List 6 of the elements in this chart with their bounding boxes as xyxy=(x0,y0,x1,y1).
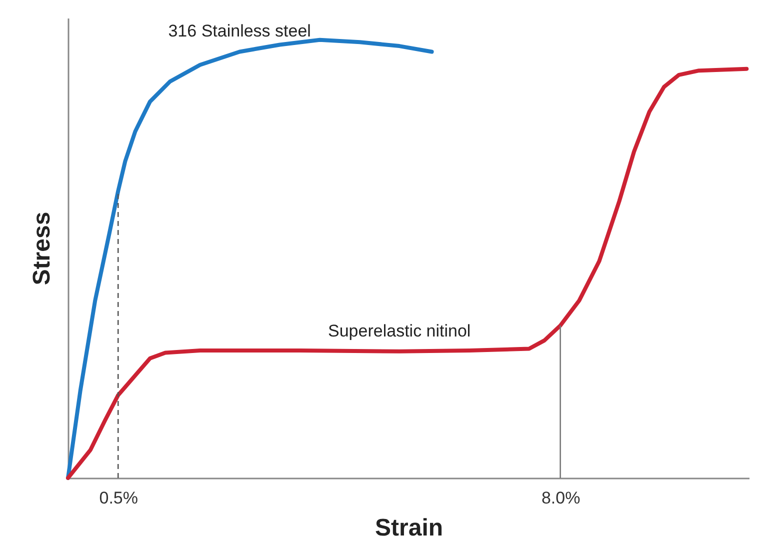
x-axis-title: Strain xyxy=(374,514,444,542)
x-tick-label: 8.0% xyxy=(541,488,580,508)
series-label: Superelastic nitinol xyxy=(328,321,471,340)
series-label: 316 Stainless steel xyxy=(168,22,311,41)
x-tick-label: 0.5% xyxy=(99,488,138,508)
y-axis-title: Stress xyxy=(28,212,56,286)
